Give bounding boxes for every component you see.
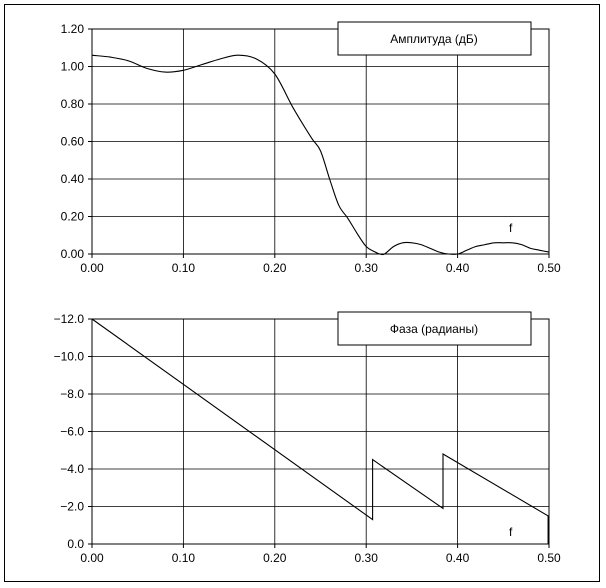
x-tick-label: 0.50 bbox=[537, 551, 561, 565]
phase-plot: 0.00 0.10 0.20 0.30 0.40 0.50 0.0 −2.0 −4.0 −6.0… bbox=[54, 312, 561, 565]
amplitude-grid bbox=[92, 29, 549, 254]
x-tick-label: 0.00 bbox=[80, 551, 104, 565]
y-tick-label: 0.40 bbox=[61, 172, 85, 186]
phase-f-annotation: f bbox=[509, 525, 513, 539]
phase-x-ticks: 0.00 0.10 0.20 0.30 0.40 0.50 bbox=[80, 544, 561, 565]
x-tick-label: 0.10 bbox=[172, 261, 196, 275]
y-tick-label: −10.0 bbox=[54, 350, 85, 364]
y-tick-label: 0.20 bbox=[61, 210, 85, 224]
y-tick-label: 0.0 bbox=[67, 537, 84, 551]
y-tick-label: 0.80 bbox=[61, 97, 85, 111]
amplitude-series-line bbox=[92, 55, 549, 254]
y-tick-label: −2.0 bbox=[60, 500, 84, 514]
x-tick-label: 0.00 bbox=[80, 261, 104, 275]
y-tick-label: 0.60 bbox=[61, 135, 85, 149]
amplitude-plot: 0.00 0.10 0.20 0.30 0.40 0.50 0.00 0.20 0.40 0.6… bbox=[61, 22, 561, 275]
x-tick-label: 0.10 bbox=[172, 551, 196, 565]
x-tick-label: 0.30 bbox=[355, 551, 379, 565]
x-tick-label: 0.40 bbox=[446, 261, 470, 275]
y-tick-label: −6.0 bbox=[60, 425, 84, 439]
phase-y-ticks: 0.0 −2.0 −4.0 −6.0 −8.0 −10.0 −12.0 bbox=[54, 312, 92, 551]
y-tick-label: −12.0 bbox=[54, 312, 85, 326]
y-tick-label: 1.20 bbox=[61, 22, 85, 36]
amplitude-f-annotation: f bbox=[509, 221, 513, 235]
x-tick-label: 0.20 bbox=[263, 551, 287, 565]
amplitude-x-ticks: 0.00 0.10 0.20 0.30 0.40 0.50 bbox=[80, 254, 561, 275]
y-tick-label: −8.0 bbox=[60, 387, 84, 401]
amplitude-legend-label: Амплитуда (дБ) bbox=[390, 32, 478, 46]
x-tick-label: 0.20 bbox=[263, 261, 287, 275]
amplitude-y-ticks: 0.00 0.20 0.40 0.60 0.80 1.00 1.20 bbox=[61, 22, 92, 261]
phase-grid bbox=[92, 319, 549, 544]
y-tick-label: −4.0 bbox=[60, 462, 84, 476]
y-tick-label: 1.00 bbox=[61, 60, 85, 74]
x-tick-label: 0.50 bbox=[537, 261, 561, 275]
y-tick-label: 0.00 bbox=[61, 247, 85, 261]
phase-legend-label: Фаза (радианы) bbox=[390, 322, 478, 336]
x-tick-label: 0.30 bbox=[355, 261, 379, 275]
x-tick-label: 0.40 bbox=[446, 551, 470, 565]
